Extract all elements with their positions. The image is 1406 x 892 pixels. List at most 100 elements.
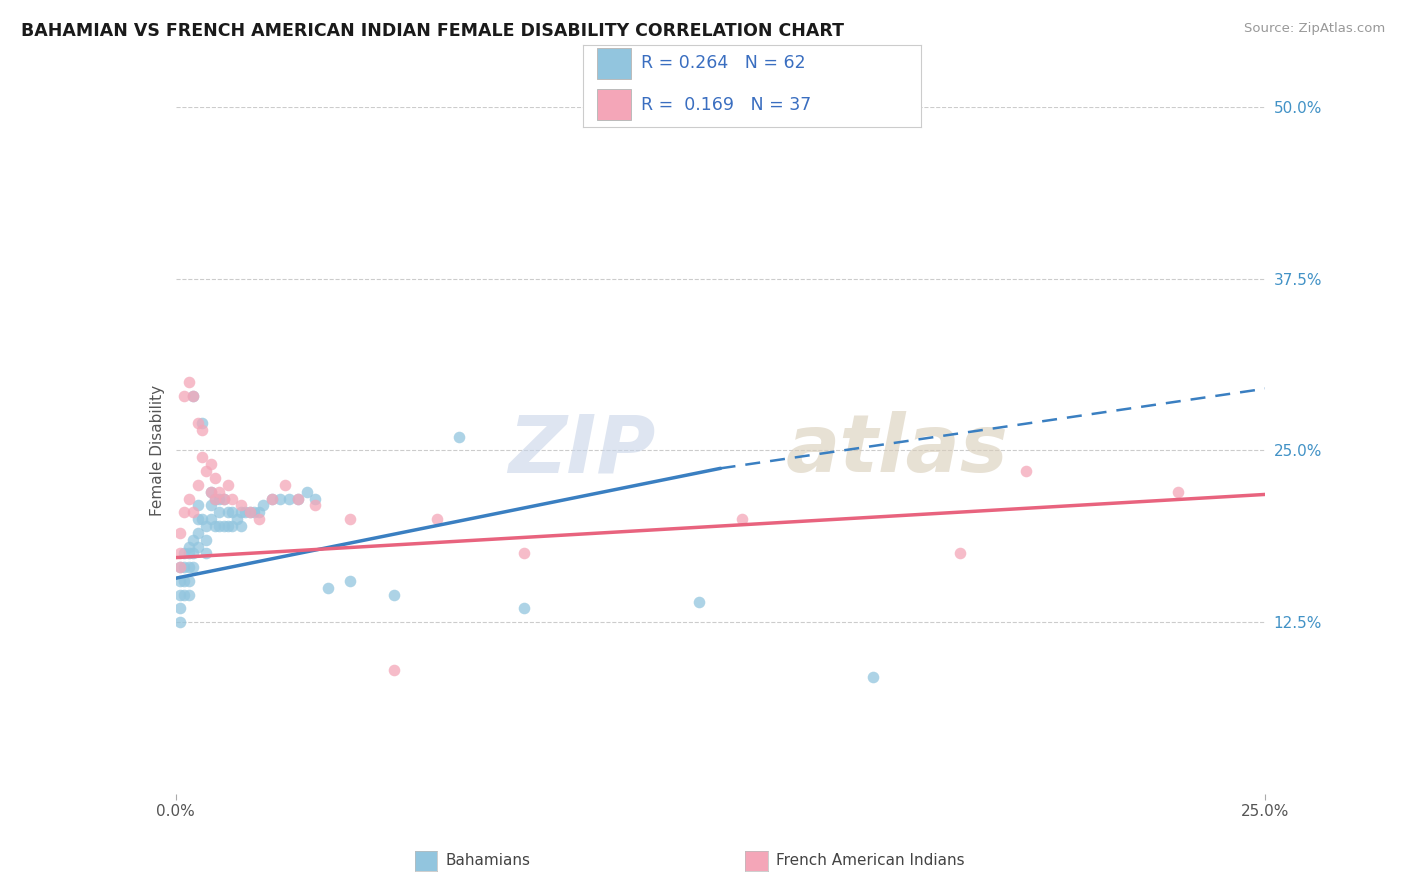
Point <box>221 505 243 519</box>
Point <box>177 546 200 561</box>
Point <box>195 533 218 547</box>
Point <box>181 388 204 402</box>
Point <box>208 484 231 499</box>
Point <box>204 491 226 506</box>
Point <box>186 416 209 430</box>
Point <box>177 560 200 574</box>
Point <box>200 484 222 499</box>
Point <box>195 519 218 533</box>
Point <box>169 546 191 561</box>
Point <box>191 416 214 430</box>
Point <box>191 450 214 465</box>
Point <box>173 588 195 602</box>
Point <box>191 423 214 437</box>
Point <box>181 546 204 561</box>
Point <box>260 491 283 506</box>
Point <box>191 512 214 526</box>
Point <box>235 505 257 519</box>
Point <box>225 512 247 526</box>
Point <box>177 588 200 602</box>
Point <box>287 491 309 506</box>
Point <box>186 525 209 540</box>
Point <box>217 505 239 519</box>
Point <box>217 478 239 492</box>
Point <box>195 464 218 478</box>
Point <box>247 512 270 526</box>
Point <box>204 471 226 485</box>
Point <box>231 519 253 533</box>
Point <box>186 512 209 526</box>
Point <box>169 525 191 540</box>
FancyBboxPatch shape <box>598 48 631 79</box>
Point <box>862 670 884 684</box>
Point <box>339 574 361 588</box>
Point <box>278 491 301 506</box>
Point <box>169 560 191 574</box>
Point <box>177 375 200 389</box>
Point <box>1167 484 1189 499</box>
Point <box>181 533 204 547</box>
Point <box>204 491 226 506</box>
Text: French American Indians: French American Indians <box>776 854 965 868</box>
Point <box>1015 464 1038 478</box>
Point <box>949 546 972 561</box>
Point <box>177 574 200 588</box>
Point <box>339 512 361 526</box>
Text: Bahamians: Bahamians <box>446 854 530 868</box>
Point <box>200 457 222 471</box>
Point <box>200 484 222 499</box>
Point <box>169 574 191 588</box>
Point <box>208 491 231 506</box>
Point <box>181 505 204 519</box>
Point <box>231 505 253 519</box>
Point <box>260 491 283 506</box>
Point <box>173 560 195 574</box>
Point <box>239 505 262 519</box>
Point <box>173 574 195 588</box>
Point <box>181 388 204 402</box>
Point <box>169 615 191 630</box>
Point <box>169 560 191 574</box>
Point <box>295 484 318 499</box>
Point <box>221 491 243 506</box>
Point <box>274 478 297 492</box>
Point <box>186 478 209 492</box>
Point <box>269 491 291 506</box>
Point <box>221 519 243 533</box>
Point <box>426 512 449 526</box>
Point <box>252 499 274 513</box>
Point <box>195 546 218 561</box>
Point <box>287 491 309 506</box>
Point <box>447 430 470 444</box>
Point <box>208 519 231 533</box>
Y-axis label: Female Disability: Female Disability <box>149 384 165 516</box>
Text: ZIP: ZIP <box>508 411 655 490</box>
Point <box>173 388 195 402</box>
Point <box>231 499 253 513</box>
Text: atlas: atlas <box>786 411 1008 490</box>
Point <box>382 588 405 602</box>
Text: Source: ZipAtlas.com: Source: ZipAtlas.com <box>1244 22 1385 36</box>
Text: R = 0.264   N = 62: R = 0.264 N = 62 <box>641 54 806 72</box>
Point <box>200 512 222 526</box>
Point <box>173 505 195 519</box>
Point <box>204 519 226 533</box>
Point <box>212 519 235 533</box>
Point <box>177 540 200 554</box>
Point <box>247 505 270 519</box>
Point <box>186 540 209 554</box>
Point <box>212 491 235 506</box>
Point <box>169 588 191 602</box>
Point <box>731 512 754 526</box>
Point <box>212 491 235 506</box>
Point <box>169 601 191 615</box>
Point <box>173 546 195 561</box>
Text: R =  0.169   N = 37: R = 0.169 N = 37 <box>641 95 811 113</box>
Point <box>186 499 209 513</box>
Point <box>304 499 326 513</box>
FancyBboxPatch shape <box>598 89 631 120</box>
Point <box>239 505 262 519</box>
Point <box>208 505 231 519</box>
Point <box>177 491 200 506</box>
Point <box>382 663 405 677</box>
